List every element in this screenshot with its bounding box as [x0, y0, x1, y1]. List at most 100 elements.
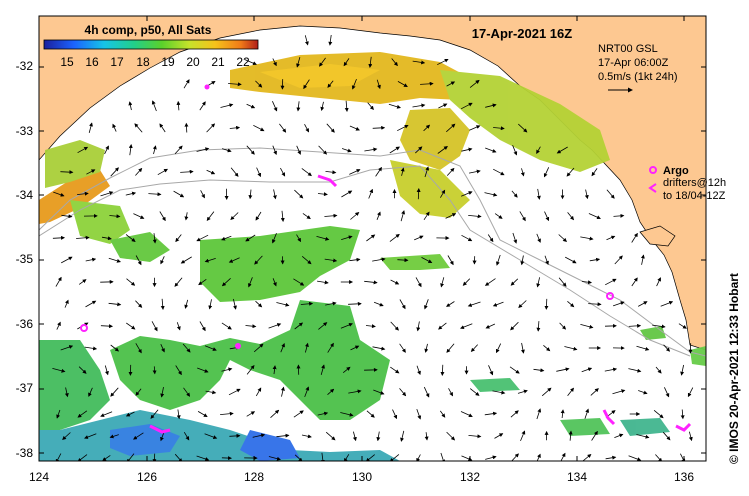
- current-vector: [256, 167, 262, 178]
- current-vector: [461, 147, 473, 152]
- current-vector: [248, 189, 253, 200]
- current-vector: [294, 322, 304, 330]
- current-vector: [126, 278, 136, 286]
- current-vector: [221, 235, 232, 241]
- x-axis-labels: 124 126 128 130 132 134 136: [29, 470, 694, 484]
- current-vector: [206, 211, 215, 222]
- drifter-line2: to 18/04-12Z: [663, 190, 726, 202]
- current-vector: [589, 257, 601, 262]
- current-vector: [53, 191, 65, 197]
- current-vector: [349, 125, 360, 131]
- current-vector: [678, 323, 687, 329]
- current-vector: [255, 387, 262, 397]
- colorbar-tick-16: 16: [85, 55, 99, 69]
- current-vector: [128, 144, 133, 156]
- current-vector: [109, 214, 121, 219]
- current-vector: [229, 433, 241, 438]
- drifter-legend-marker: [648, 183, 657, 193]
- current-vector: [325, 170, 337, 175]
- current-vector: [688, 431, 693, 442]
- current-vector: [446, 81, 456, 87]
- current-vector: [110, 344, 120, 352]
- colorbar-tick-19: 19: [161, 55, 175, 69]
- current-vector: [276, 433, 290, 438]
- current-vector: [510, 278, 519, 286]
- current-vector: [588, 213, 601, 220]
- current-vector: [469, 125, 481, 131]
- current-vector: [399, 343, 406, 353]
- current-vector: [159, 211, 166, 222]
- current-vector: [304, 35, 309, 46]
- current-vector: [631, 277, 638, 287]
- colorbar-tick-21: 21: [211, 55, 225, 69]
- current-vector: [536, 233, 541, 243]
- current-vector: [510, 321, 519, 331]
- current-vector: [320, 101, 325, 111]
- current-vector: [220, 411, 234, 416]
- current-vector: [328, 34, 333, 46]
- current-vector: [151, 100, 157, 112]
- current-vector: [255, 211, 262, 221]
- current-vector: [301, 434, 312, 439]
- current-vector: [536, 277, 541, 288]
- current-vector: [325, 301, 337, 306]
- current-vector: [364, 280, 378, 285]
- y-tick-m36: -36: [16, 317, 34, 331]
- current-vector: [391, 58, 398, 67]
- current-vector: [421, 257, 433, 263]
- current-vector: [446, 431, 456, 441]
- current-vector: [614, 433, 624, 438]
- current-vector: [104, 365, 109, 376]
- current-vector: [294, 189, 304, 199]
- current-vector: [245, 324, 257, 329]
- current-vector: [566, 167, 575, 177]
- x-tick-134: 134: [567, 470, 587, 484]
- current-vector: [588, 302, 602, 307]
- current-vector: [296, 101, 301, 112]
- current-vector: [61, 214, 73, 219]
- current-vector: [605, 278, 617, 286]
- current-vector: [183, 387, 191, 397]
- current-vector: [461, 234, 473, 242]
- current-vector: [461, 191, 473, 197]
- current-vector: [204, 433, 218, 439]
- current-vector: [324, 213, 338, 218]
- current-vector: [536, 188, 541, 200]
- current-vector: [680, 364, 685, 376]
- current-vector: [470, 344, 478, 352]
- y-tick-m38: -38: [16, 446, 34, 460]
- current-vector: [536, 453, 541, 461]
- current-vector: [175, 234, 182, 243]
- current-vector: [397, 81, 408, 87]
- current-vector: [343, 58, 350, 67]
- current-vector: [440, 364, 445, 376]
- current-vector: [445, 213, 457, 219]
- current-vector: [485, 147, 497, 153]
- current-vector: [397, 258, 409, 263]
- current-vector: [584, 189, 589, 200]
- current-vector: [108, 302, 122, 307]
- current-vector: [388, 103, 401, 109]
- current-vector: [581, 367, 593, 373]
- current-vector: [560, 409, 565, 419]
- current-vector: [520, 430, 526, 442]
- current-vector: [496, 254, 501, 266]
- y-tick-m37: -37: [16, 381, 34, 395]
- current-vector: [173, 190, 185, 198]
- current-vector: [628, 323, 642, 328]
- current-vector: [343, 454, 350, 461]
- current-vector: [320, 452, 325, 461]
- current-vector: [567, 387, 574, 397]
- current-vector: [303, 79, 310, 90]
- current-vector: [319, 57, 326, 67]
- current-vector: [662, 431, 671, 441]
- current-vector: [320, 364, 325, 376]
- current-vector: [160, 387, 165, 398]
- current-vector: [437, 146, 448, 154]
- current-vector: [446, 301, 455, 307]
- y-axis-labels: -32 -33 -34 -35 -36 -37 -38: [16, 59, 34, 460]
- y-tick-m33: -33: [16, 124, 34, 138]
- current-vector: [317, 192, 328, 197]
- current-vector: [606, 189, 615, 199]
